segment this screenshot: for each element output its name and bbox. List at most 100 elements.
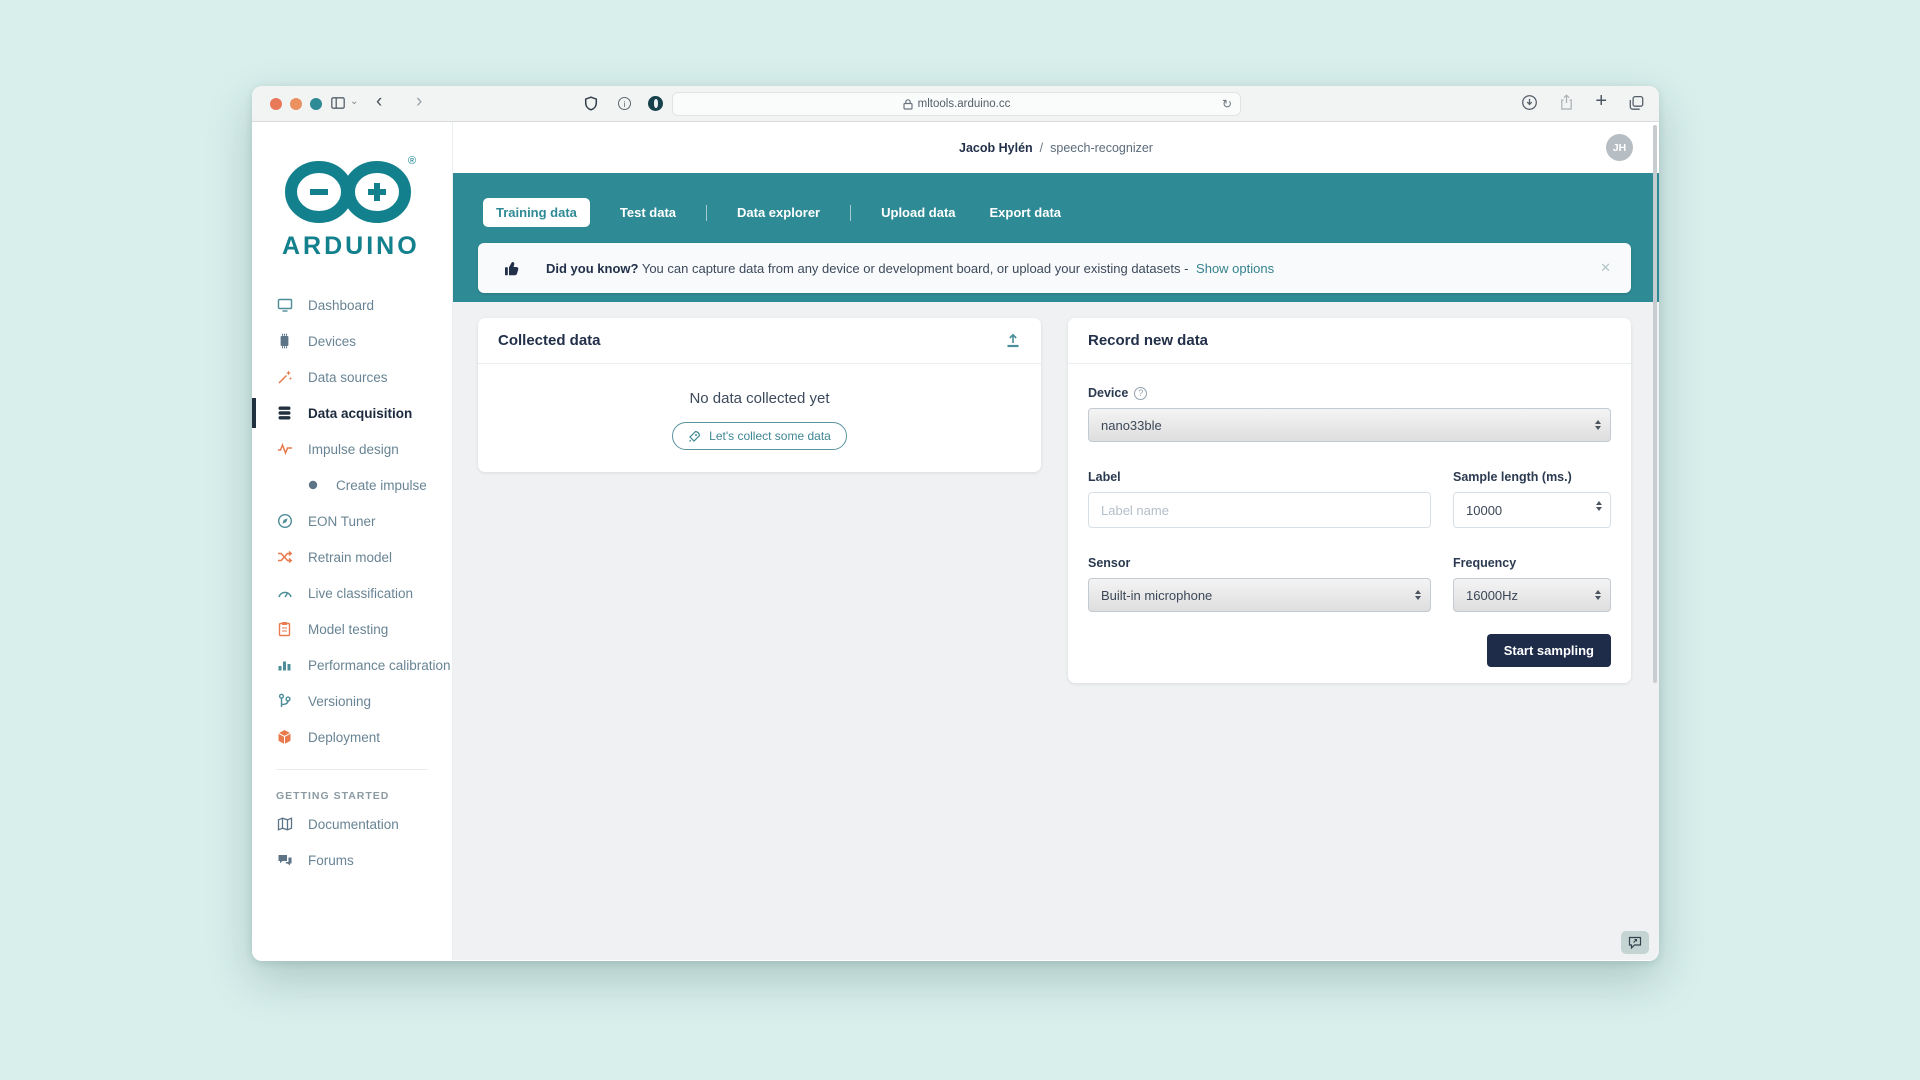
content-area: Collected data No data collected yet (453, 302, 1659, 960)
tab-upload-data[interactable]: Upload data (881, 205, 956, 220)
collected-data-card: Collected data No data collected yet (478, 318, 1041, 472)
url-text: mltools.arduino.cc (917, 98, 1011, 110)
sidebar-item-devices[interactable]: Devices (252, 323, 452, 359)
rocket-icon (688, 430, 701, 443)
new-tab-button[interactable]: + (1595, 90, 1607, 112)
share-icon[interactable] (1559, 94, 1574, 111)
address-bar[interactable]: mltools.arduino.cc ↻ (672, 92, 1241, 116)
gauge-icon (276, 585, 293, 601)
tab-training-data[interactable]: Training data (483, 198, 590, 227)
page-header: Training data Test data Data explorer Up… (453, 173, 1659, 302)
record-new-data-card: Record new data Device ? nano33ble (1068, 318, 1631, 683)
browser-window: ⌄ ‹ › i mltools.arduino.cc ↻ (252, 86, 1659, 961)
close-window-button[interactable] (270, 98, 282, 110)
sidebar-section-title: GETTING STARTED (276, 790, 390, 802)
feedback-widget-button[interactable] (1621, 931, 1649, 954)
lock-icon (903, 98, 913, 110)
project-topbar: Jacob Hylén / speech-recognizer JH (453, 122, 1659, 173)
tab-bar: Training data Test data Data explorer Up… (483, 198, 1631, 227)
banner-bold: Did you know? (546, 260, 639, 276)
label-input[interactable] (1088, 492, 1431, 528)
frequency-select[interactable]: 16000Hz (1453, 578, 1611, 612)
empty-state-message: No data collected yet (689, 390, 830, 407)
tab-export-data[interactable]: Export data (989, 205, 1062, 220)
extension-circle-icon[interactable] (648, 96, 663, 111)
breadcrumb-user[interactable]: Jacob Hylén (959, 140, 1033, 155)
sample-length-label: Sample length (ms.) (1453, 470, 1572, 484)
show-options-link[interactable]: Show options (1196, 260, 1275, 276)
breadcrumb-project[interactable]: speech-recognizer (1050, 140, 1153, 155)
tab-data-explorer[interactable]: Data explorer (737, 205, 821, 220)
scrollbar-thumb[interactable] (1653, 125, 1657, 683)
bar-chart-icon (276, 657, 293, 673)
sidebar-divider (276, 769, 428, 770)
avatar[interactable]: JH (1606, 134, 1633, 161)
dashboard-icon (276, 297, 293, 313)
database-icon (276, 405, 293, 421)
sidebar-item-retrain-model[interactable]: Retrain model (252, 539, 452, 575)
sidebar-item-deployment[interactable]: Deployment (252, 719, 452, 755)
upload-icon[interactable] (1005, 333, 1021, 348)
number-stepper-icon[interactable] (1596, 501, 1602, 511)
device-select[interactable]: nano33ble (1088, 408, 1611, 442)
cube-icon (276, 729, 293, 745)
frequency-label: Frequency (1453, 556, 1517, 570)
tab-divider (706, 204, 708, 221)
chevron-down-icon[interactable]: ⌄ (350, 95, 359, 107)
sidebar-item-performance-calibration[interactable]: Performance calibration (252, 647, 452, 683)
brand-wordmark: ARDUINO (282, 232, 420, 260)
tab-test-data[interactable]: Test data (619, 205, 677, 220)
sidebar-nav: Dashboard Devices (252, 287, 452, 878)
did-you-know-banner: Did you know? You can capture data from … (478, 243, 1631, 293)
banner-text: Did you know? You can capture data from … (546, 260, 1275, 276)
sidebar-item-versioning[interactable]: Versioning (252, 683, 452, 719)
select-arrows-icon (1415, 590, 1421, 600)
tab-divider (850, 204, 852, 221)
sensor-select[interactable]: Built-in microphone (1088, 578, 1431, 612)
wand-icon (276, 369, 293, 385)
downloads-icon[interactable] (1521, 94, 1538, 111)
sidebar-item-create-impulse[interactable]: Create impulse (252, 467, 452, 503)
sidebar-item-model-testing[interactable]: Model testing (252, 611, 452, 647)
waveform-icon (276, 441, 293, 457)
chat-icon (276, 853, 293, 868)
compass-icon (276, 513, 293, 529)
tab-overview-icon[interactable] (1628, 95, 1645, 111)
arduino-infinity-icon: ® (285, 155, 416, 223)
extension-info-icon[interactable]: i (618, 97, 631, 110)
collect-data-button[interactable]: Let's collect some data (672, 422, 847, 450)
minimize-window-button[interactable] (290, 98, 302, 110)
dot-icon (304, 479, 321, 491)
clipboard-icon (276, 621, 293, 637)
help-icon[interactable]: ? (1134, 386, 1148, 400)
git-branch-icon (276, 693, 293, 709)
sidebar-item-impulse-design[interactable]: Impulse design (252, 431, 452, 467)
back-button[interactable]: ‹ (376, 91, 383, 112)
select-arrows-icon (1595, 420, 1601, 430)
sidebar-toggle-icon[interactable]: ⌄ (330, 95, 358, 111)
sample-length-input[interactable] (1453, 492, 1611, 528)
sidebar-item-live-classification[interactable]: Live classification (252, 575, 452, 611)
shuffle-icon (276, 549, 293, 565)
close-icon[interactable]: ✕ (1600, 260, 1611, 275)
zoom-window-button[interactable] (310, 98, 322, 110)
sidebar-item-eon-tuner[interactable]: EON Tuner (252, 503, 452, 539)
sidebar-item-forums[interactable]: Forums (252, 842, 452, 878)
start-sampling-button[interactable]: Start sampling (1486, 634, 1611, 667)
traffic-lights (270, 98, 322, 110)
thumbs-up-icon (504, 260, 521, 277)
sidebar-item-data-sources[interactable]: Data sources (252, 359, 452, 395)
sidebar-item-dashboard[interactable]: Dashboard (252, 287, 452, 323)
breadcrumb: Jacob Hylén / speech-recognizer (959, 141, 1153, 155)
sidebar-item-documentation[interactable]: Documentation (252, 806, 452, 842)
label-label: Label (1088, 470, 1121, 484)
collected-data-title: Collected data (498, 332, 601, 349)
arduino-logo[interactable]: ® ARDUINO (252, 122, 452, 261)
sensor-label: Sensor (1088, 556, 1131, 570)
sidebar-item-data-acquisition[interactable]: Data acquisition (252, 395, 452, 431)
shield-icon[interactable] (584, 96, 598, 112)
record-new-data-title: Record new data (1088, 332, 1209, 349)
reload-icon[interactable]: ↻ (1221, 97, 1232, 111)
forward-button[interactable]: › (416, 91, 423, 112)
browser-chrome: ⌄ ‹ › i mltools.arduino.cc ↻ (252, 86, 1659, 122)
